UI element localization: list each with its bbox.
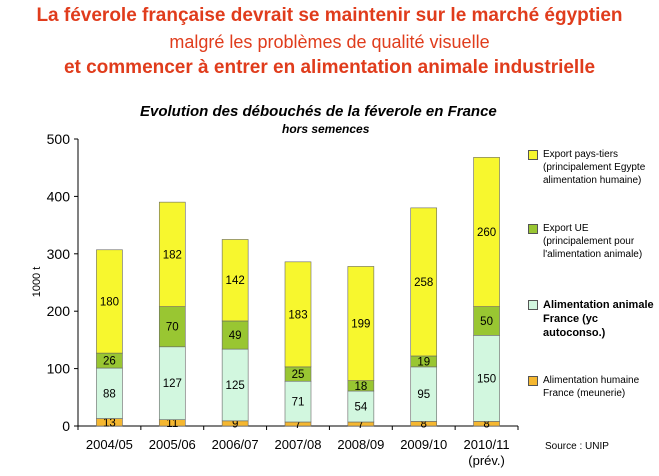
y-tick-label: 300: [47, 246, 71, 262]
headline-sub: malgré les problèmes de qualité visuelle: [169, 32, 490, 52]
x-tick-label: (prév.): [468, 453, 505, 468]
x-tick-label: 2010/11: [464, 437, 510, 452]
data-label: 49: [229, 330, 242, 342]
x-tick-label: 2009/10: [400, 437, 447, 452]
legend-label: Alimentation humaine France (meunerie): [543, 375, 640, 399]
y-tick-label: 500: [47, 131, 71, 147]
bar-segment: [410, 366, 438, 422]
bar-segment: [221, 239, 249, 322]
y-tick-label: 0: [62, 418, 70, 434]
bar-segment: [221, 320, 249, 350]
data-label: 7: [358, 419, 364, 431]
bar-segment: [96, 249, 123, 354]
x-tick-label: 2006/07: [212, 437, 259, 452]
bar-segment: [473, 335, 500, 422]
data-label: 258: [414, 277, 433, 289]
x-tick-label: 2005/06: [149, 437, 196, 452]
headline-conclusion: et commencer à entrer en alimentation an…: [63, 57, 596, 78]
y-tick-label: 200: [47, 303, 71, 319]
data-label: 88: [103, 388, 116, 400]
bar-segment: [473, 306, 500, 336]
data-label: 180: [100, 296, 119, 308]
legend-label: Export pays-tiers (principalement Egypte a…: [543, 149, 646, 186]
x-tick-label: 2008/09: [337, 437, 384, 452]
bar-segment: [158, 346, 186, 420]
source-note: Source : UNIP: [545, 441, 609, 452]
bar-segment: [221, 348, 249, 422]
bar-segment: [158, 201, 186, 307]
chart-title: Evolution des débouchés de la féverole e…: [140, 103, 497, 120]
data-label: 7: [295, 419, 301, 431]
data-label: 199: [351, 319, 370, 331]
bar-segment: [410, 207, 438, 357]
data-label: 127: [163, 378, 182, 390]
data-label: 26: [103, 356, 116, 368]
headline-main: La féverole française devrait se mainten…: [36, 5, 623, 26]
data-label: 25: [292, 369, 305, 381]
data-label: 150: [477, 373, 496, 385]
bar-segment: [347, 390, 375, 423]
data-label: 8: [421, 419, 427, 431]
data-label: 50: [480, 316, 493, 328]
legend-swatch: [528, 150, 538, 160]
data-label: 54: [354, 401, 367, 413]
y-tick-label: 400: [47, 188, 71, 204]
legend-label: Export UE (principalement pour l'alimentat…: [543, 223, 643, 260]
data-label: 18: [354, 381, 367, 393]
legend-swatch: [528, 300, 538, 310]
data-label: 183: [288, 309, 307, 321]
data-label: 142: [226, 275, 245, 287]
bar-segment: [96, 367, 123, 419]
bar-segment: [347, 266, 375, 381]
data-label: 260: [477, 227, 496, 239]
x-tick-label: 2004/05: [86, 437, 133, 452]
chart-subtitle: hors semences: [282, 122, 370, 136]
legend-swatch: [528, 376, 538, 386]
x-tick-label: 2007/08: [275, 437, 322, 452]
data-label: 125: [226, 380, 245, 392]
data-label: 95: [417, 389, 430, 401]
data-label: 182: [163, 249, 182, 261]
data-label: 11: [166, 418, 178, 430]
data-label: 71: [292, 397, 305, 409]
legend-label: Alimentation animale France (yc autoconso.…: [543, 299, 654, 339]
bar-segment: [284, 261, 312, 368]
data-label: 9: [232, 418, 238, 430]
bar-segment: [284, 380, 312, 423]
y-axis-label: 1000 t: [31, 267, 43, 298]
data-label: 13: [103, 417, 116, 429]
bar-segment: [473, 157, 500, 307]
data-label: 8: [483, 419, 489, 431]
y-tick-label: 100: [47, 361, 71, 377]
legend-swatch: [528, 224, 538, 234]
data-label: 19: [417, 356, 430, 368]
data-label: 70: [166, 322, 179, 334]
